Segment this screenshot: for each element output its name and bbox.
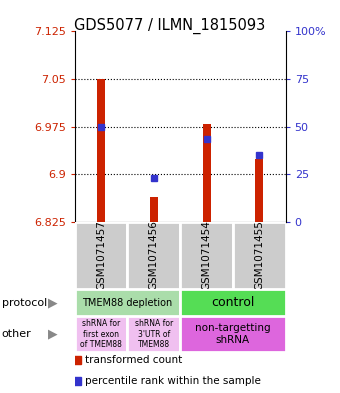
Text: non-targetting
shRNA: non-targetting shRNA xyxy=(195,323,271,345)
Text: ▶: ▶ xyxy=(48,296,57,309)
Text: GDS5077 / ILMN_1815093: GDS5077 / ILMN_1815093 xyxy=(74,18,266,34)
Bar xyxy=(75,316,128,352)
Text: other: other xyxy=(2,329,31,339)
Bar xyxy=(75,289,180,316)
Text: protocol: protocol xyxy=(2,298,47,308)
Text: GSM1071454: GSM1071454 xyxy=(202,220,211,290)
Text: TMEM88 depletion: TMEM88 depletion xyxy=(82,298,173,308)
Text: shRNA for
first exon
of TMEM88: shRNA for first exon of TMEM88 xyxy=(80,319,122,349)
Text: GSM1071455: GSM1071455 xyxy=(254,220,264,290)
Bar xyxy=(128,316,180,352)
Text: ▶: ▶ xyxy=(48,327,57,341)
Bar xyxy=(203,123,210,222)
Bar xyxy=(180,289,286,316)
Text: shRNA for
3'UTR of
TMEM88: shRNA for 3'UTR of TMEM88 xyxy=(135,319,173,349)
Bar xyxy=(180,316,286,352)
Text: GSM1071456: GSM1071456 xyxy=(149,220,159,290)
Bar xyxy=(97,79,105,222)
Bar xyxy=(233,222,286,289)
Bar xyxy=(180,222,233,289)
Bar xyxy=(255,158,263,222)
Text: control: control xyxy=(211,296,255,309)
Bar xyxy=(150,196,158,222)
Text: percentile rank within the sample: percentile rank within the sample xyxy=(85,376,261,386)
Bar xyxy=(128,222,180,289)
Text: transformed count: transformed count xyxy=(85,355,183,365)
Bar xyxy=(75,222,128,289)
Text: GSM1071457: GSM1071457 xyxy=(96,220,106,290)
